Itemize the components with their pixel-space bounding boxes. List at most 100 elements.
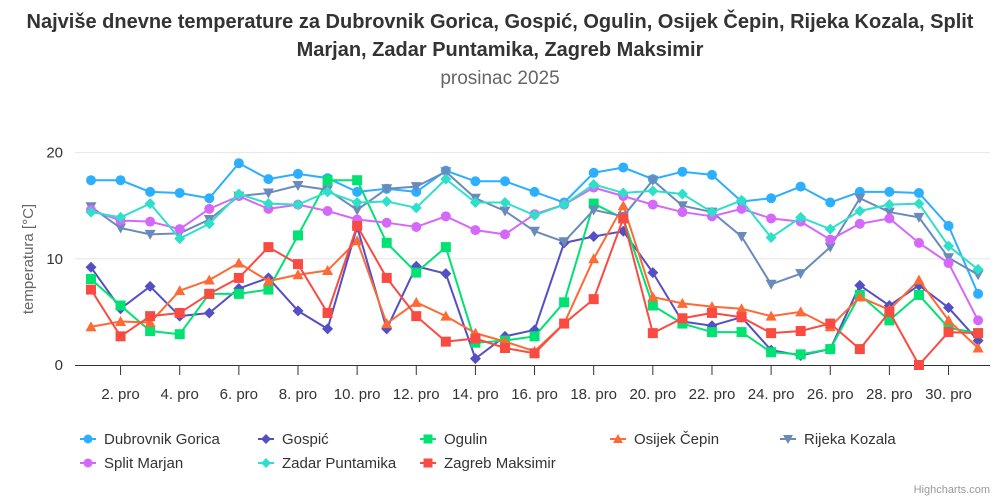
- data-point: [203, 218, 215, 230]
- data-point: [766, 347, 777, 358]
- data-point: [529, 209, 541, 221]
- data-point: [854, 291, 866, 302]
- legend-item[interactable]: Zadar Puntamika: [258, 455, 397, 472]
- data-point: [144, 229, 156, 240]
- data-point: [973, 288, 984, 299]
- data-point: [440, 310, 452, 321]
- series-gospi-: [85, 221, 984, 365]
- x-tick-label: 26. pro: [807, 386, 854, 403]
- data-point: [233, 288, 244, 299]
- data-point: [588, 253, 600, 264]
- data-point: [943, 240, 955, 252]
- data-point: [736, 303, 748, 314]
- legend-item[interactable]: Gospić: [258, 431, 329, 448]
- legend-label: Split Marjan: [104, 455, 183, 472]
- x-tick-label: 20. pro: [629, 386, 676, 403]
- data-point: [292, 230, 303, 241]
- data-point: [233, 158, 244, 169]
- data-point: [736, 312, 747, 323]
- data-point: [676, 188, 688, 200]
- data-point: [588, 198, 599, 209]
- data-point: [854, 218, 865, 229]
- data-point: [647, 267, 659, 279]
- data-point: [322, 206, 333, 217]
- data-point: [470, 225, 481, 236]
- data-point: [884, 315, 895, 326]
- data-point: [85, 261, 97, 273]
- legend-label: Ogulin: [444, 431, 487, 448]
- data-point: [529, 226, 541, 237]
- data-point: [115, 315, 127, 326]
- data-point: [854, 344, 865, 355]
- data-point: [85, 206, 97, 218]
- data-point: [499, 343, 510, 354]
- data-point: [854, 193, 866, 204]
- legend-label: Dubrovnik Gorica: [104, 431, 221, 448]
- data-point: [972, 342, 984, 353]
- legend-label: Osijek Čepin: [634, 431, 719, 448]
- data-point: [233, 272, 244, 283]
- data-point: [381, 184, 393, 195]
- data-point: [411, 221, 422, 232]
- data-point: [322, 186, 334, 198]
- data-point: [618, 213, 629, 224]
- data-point: [617, 200, 629, 211]
- x-tick-label: 24. pro: [748, 386, 795, 403]
- data-point: [884, 213, 895, 224]
- y-tick-label: 0: [55, 357, 63, 374]
- data-point: [529, 186, 540, 197]
- legend-symbol: [83, 434, 93, 444]
- data-point: [529, 331, 540, 342]
- data-point: [86, 175, 96, 186]
- series-ogulin: [86, 175, 984, 360]
- data-point: [677, 166, 688, 177]
- x-tick-label: 14. pro: [452, 386, 499, 403]
- x-tick-label: 22. pro: [689, 386, 736, 403]
- data-point: [115, 331, 126, 342]
- data-point: [203, 274, 215, 285]
- legend-item[interactable]: Ogulin: [420, 431, 487, 448]
- legend-label: Zadar Puntamika: [282, 455, 397, 472]
- legend-symbol: [783, 434, 793, 444]
- data-point: [736, 231, 748, 242]
- legend-symbol: [261, 434, 271, 444]
- legend-item[interactable]: Split Marjan: [80, 455, 183, 472]
- data-point: [943, 327, 954, 338]
- legend-symbol: [83, 458, 93, 468]
- data-point: [440, 242, 451, 253]
- legend-item[interactable]: Osijek Čepin: [610, 431, 719, 448]
- data-point: [292, 168, 303, 179]
- data-point: [145, 186, 156, 197]
- data-point: [292, 259, 303, 270]
- series-zagreb-maksimir: [86, 213, 984, 370]
- data-point: [499, 206, 511, 217]
- data-point: [736, 194, 748, 206]
- data-point: [410, 202, 422, 214]
- data-point: [913, 237, 924, 248]
- data-point: [204, 288, 215, 299]
- legend-item[interactable]: Rijeka Kozala: [780, 431, 896, 448]
- data-point: [913, 289, 924, 300]
- data-point: [618, 162, 629, 173]
- data-point: [913, 274, 925, 285]
- credits-link[interactable]: Highcharts.com: [913, 484, 990, 496]
- data-point: [410, 296, 422, 307]
- data-point: [144, 280, 156, 292]
- data-point: [174, 233, 186, 245]
- data-point: [825, 197, 836, 208]
- data-point: [558, 237, 570, 248]
- data-point: [943, 220, 954, 231]
- data-point: [883, 199, 895, 211]
- x-tick-label: 10. pro: [334, 386, 381, 403]
- data-point: [351, 197, 363, 209]
- legend-item[interactable]: Dubrovnik Gorica: [80, 431, 221, 448]
- y-tick-label: 10: [46, 251, 63, 268]
- data-point: [559, 297, 570, 308]
- legend-item[interactable]: Zagreb Maksimir: [420, 455, 556, 472]
- data-point: [233, 257, 245, 268]
- data-point: [795, 326, 806, 337]
- data-point: [352, 175, 363, 186]
- data-point: [174, 224, 185, 235]
- data-point: [824, 242, 836, 253]
